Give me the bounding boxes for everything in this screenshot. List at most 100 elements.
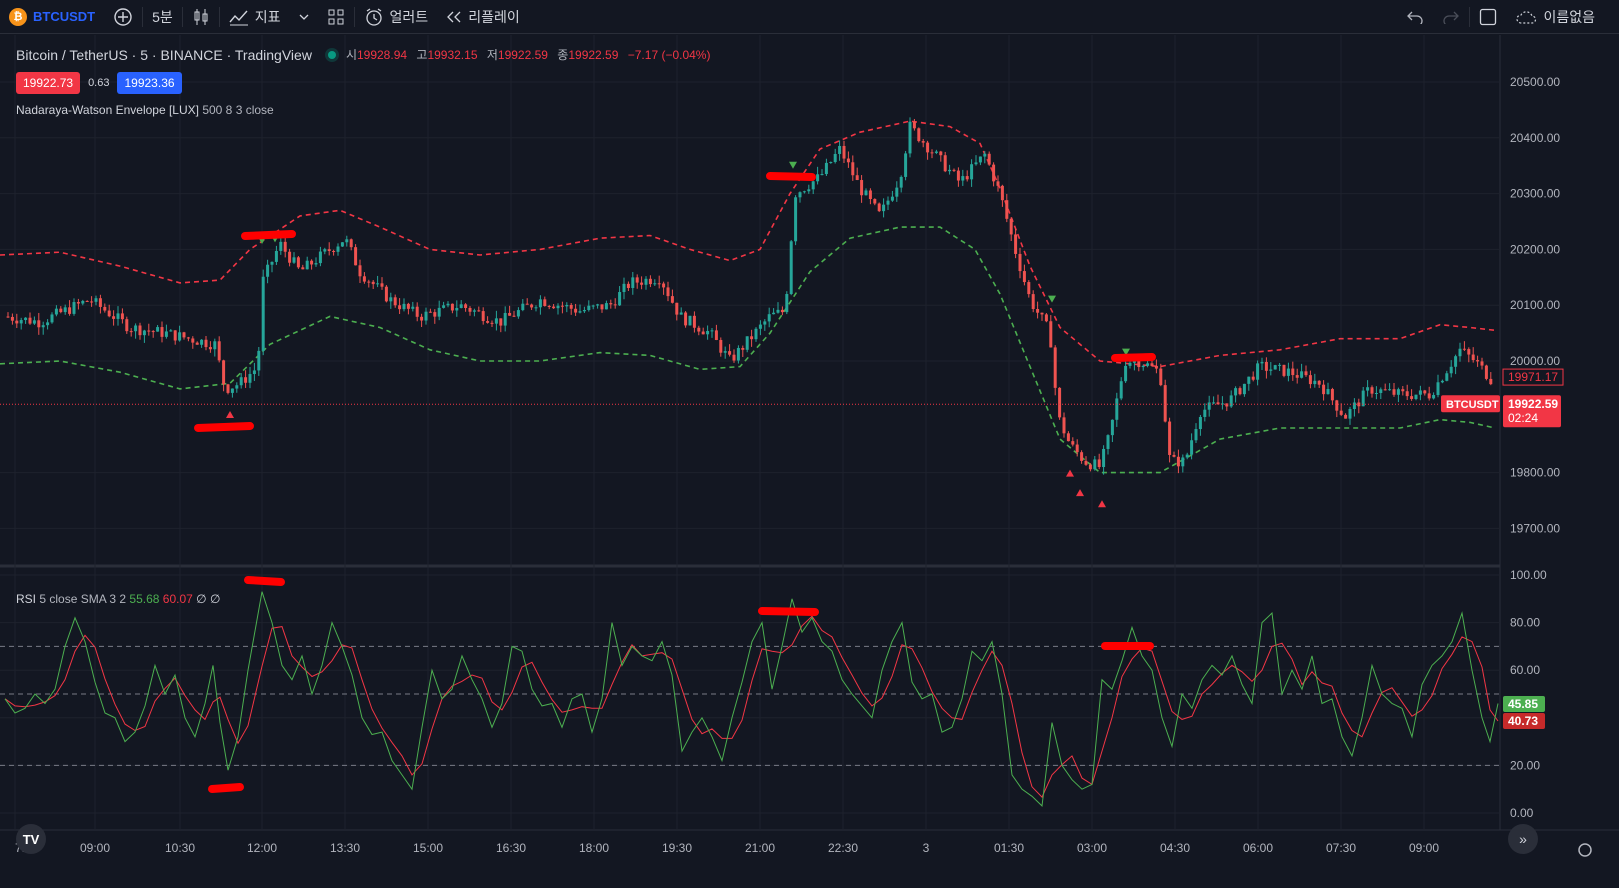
candle-body (1220, 403, 1224, 405)
candle-body (1330, 389, 1334, 401)
candle-body (1212, 402, 1216, 404)
candle-body (428, 311, 432, 313)
open-label: 시 (345, 48, 357, 62)
candle-body (420, 316, 424, 321)
indicators-button[interactable]: 지표 (220, 0, 290, 34)
candle-body (248, 374, 252, 383)
annotation-marker (758, 607, 819, 616)
candle-body (1471, 354, 1475, 361)
candle-body (688, 315, 692, 326)
buy-price-button[interactable]: 19923.36 (117, 72, 182, 94)
candle-body (450, 303, 454, 311)
current-price-box (1503, 395, 1561, 428)
templates-button[interactable] (318, 0, 354, 34)
candle-body (1374, 393, 1378, 395)
candle-body (389, 297, 393, 302)
layout-name-button[interactable]: 이름없음 (1506, 0, 1619, 34)
candle-body (1251, 376, 1255, 380)
replay-button[interactable]: 리플레이 (437, 0, 529, 34)
alert-label: 얼러트 (389, 8, 429, 25)
chart-type-button[interactable] (183, 0, 219, 34)
fullscreen-button[interactable] (1470, 0, 1506, 34)
sell-signal-triangle (789, 161, 797, 169)
high-label: 고 (416, 48, 428, 62)
chart-title[interactable]: Bitcoin / TetherUS · 5 · BINANCE · Tradi… (16, 46, 312, 63)
candle-body (939, 151, 943, 156)
envelope-upper-line (0, 120, 1496, 368)
candle-body (1040, 312, 1044, 315)
compare-button[interactable] (104, 0, 142, 34)
envelope-price-label: 19971.17 (1508, 370, 1558, 384)
candle-body (10, 316, 14, 321)
candle-body (257, 350, 261, 371)
settings-gear-icon[interactable] (1578, 843, 1592, 857)
candle-body (411, 306, 415, 309)
main-legend: Bitcoin / TetherUS · 5 · BINANCE · Tradi… (16, 46, 716, 63)
candle-body (292, 257, 296, 263)
candle-body (895, 187, 899, 197)
candle-body (824, 162, 828, 175)
candle-body (310, 260, 314, 265)
candle-body (54, 308, 58, 315)
sell-price-button[interactable]: 19922.73 (16, 72, 81, 94)
candle-body (1322, 384, 1326, 395)
candle-body (120, 313, 124, 320)
time-axis-label: 07:30 (1326, 841, 1356, 855)
candle-body (186, 337, 190, 339)
indicators-icon (229, 8, 249, 26)
candle-body (1036, 309, 1040, 313)
candle-body (626, 283, 630, 288)
candle-body (1260, 361, 1264, 364)
high-value: 19932.15 (427, 48, 478, 62)
undo-button[interactable] (1397, 0, 1433, 34)
alert-button[interactable]: 얼러트 (355, 0, 438, 34)
rsi-legend[interactable]: RSI 5 close SMA 3 2 55.68 60.07 ∅ ∅ (16, 592, 220, 606)
candle-body (398, 305, 402, 310)
candle-body (151, 331, 155, 333)
candle-body (750, 336, 754, 340)
redo-button[interactable] (1433, 0, 1469, 34)
symbol-button[interactable]: ₿ BTCUSDT (0, 0, 104, 34)
symbol-label: BTCUSDT (33, 9, 96, 24)
chart-area[interactable]: 20500.00 20400.00 20300.00 20200.00 20100.00… (0, 35, 1619, 885)
candle-body (415, 306, 419, 317)
candle-body (195, 342, 199, 345)
candle-body (1295, 375, 1299, 378)
close-value: 19922.59 (568, 48, 619, 62)
candle-body (1291, 368, 1295, 376)
candle-body (226, 384, 230, 393)
candle-body (582, 310, 586, 312)
annotation-marker (241, 230, 296, 240)
candle-body (1445, 373, 1449, 381)
candle-body (604, 303, 608, 310)
scroll-to-realtime-button[interactable]: » (1508, 824, 1538, 854)
candle-body (525, 303, 529, 305)
candle-body (37, 320, 41, 328)
candle-body (464, 304, 468, 309)
candle-body (1000, 185, 1004, 201)
time-axis-label: 09:00 (1409, 841, 1439, 855)
indicator-name: Nadaraya-Watson Envelope [LUX] (16, 103, 199, 117)
candle-body (1366, 387, 1370, 391)
indicator-templates-button[interactable] (290, 0, 318, 34)
candle-body (701, 331, 705, 335)
candle-body (1203, 409, 1207, 417)
tradingview-logo[interactable]: TV (16, 824, 46, 854)
candle-body (1225, 403, 1229, 407)
candle-body (1436, 382, 1440, 396)
candle-body (1088, 464, 1092, 470)
candle-body (1031, 294, 1035, 309)
candle-body (1449, 366, 1453, 374)
price-chart-svg[interactable]: 20500.00 20400.00 20300.00 20200.00 20100.00… (0, 35, 1619, 885)
candle-body (1410, 396, 1414, 399)
candle-body (1348, 409, 1352, 419)
envelope-legend[interactable]: Nadaraya-Watson Envelope [LUX] 500 8 3 c… (16, 103, 274, 117)
buy-signal-triangle (1076, 489, 1084, 497)
time-axis-label: 03:00 (1077, 841, 1107, 855)
candle-body (873, 199, 877, 204)
candle-body (640, 282, 644, 285)
interval-button[interactable]: 5분 (152, 8, 173, 25)
candle-body (1190, 440, 1194, 455)
candle-body (129, 331, 133, 333)
time-axis-label: 06:00 (1243, 841, 1273, 855)
